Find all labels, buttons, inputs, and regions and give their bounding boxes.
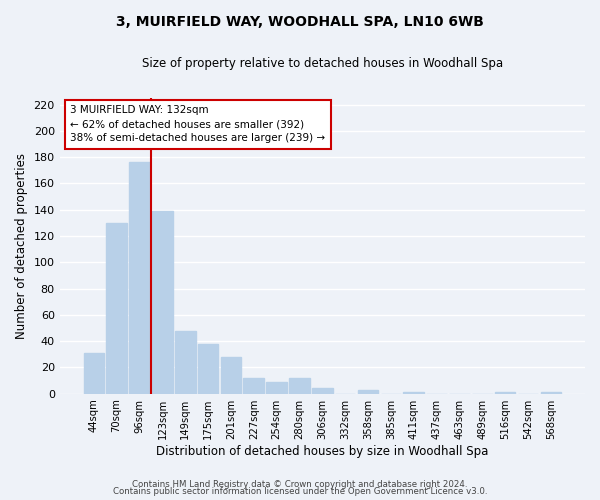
Bar bbox=[83, 353, 104, 394]
Bar bbox=[358, 390, 379, 394]
Bar bbox=[175, 330, 196, 394]
Bar bbox=[198, 344, 218, 394]
Text: 3, MUIRFIELD WAY, WOODHALL SPA, LN10 6WB: 3, MUIRFIELD WAY, WOODHALL SPA, LN10 6WB bbox=[116, 15, 484, 29]
Y-axis label: Number of detached properties: Number of detached properties bbox=[15, 153, 28, 339]
Bar bbox=[106, 223, 127, 394]
Bar bbox=[266, 382, 287, 394]
Bar bbox=[221, 357, 241, 394]
Bar bbox=[289, 378, 310, 394]
Text: Contains public sector information licensed under the Open Government Licence v3: Contains public sector information licen… bbox=[113, 488, 487, 496]
Text: Contains HM Land Registry data © Crown copyright and database right 2024.: Contains HM Land Registry data © Crown c… bbox=[132, 480, 468, 489]
X-axis label: Distribution of detached houses by size in Woodhall Spa: Distribution of detached houses by size … bbox=[156, 444, 488, 458]
Bar bbox=[312, 388, 332, 394]
Bar bbox=[495, 392, 515, 394]
Bar bbox=[403, 392, 424, 394]
Bar bbox=[129, 162, 150, 394]
Title: Size of property relative to detached houses in Woodhall Spa: Size of property relative to detached ho… bbox=[142, 58, 503, 70]
Text: 3 MUIRFIELD WAY: 132sqm
← 62% of detached houses are smaller (392)
38% of semi-d: 3 MUIRFIELD WAY: 132sqm ← 62% of detache… bbox=[70, 106, 325, 144]
Bar bbox=[541, 392, 561, 394]
Bar bbox=[244, 378, 264, 394]
Bar bbox=[152, 211, 173, 394]
